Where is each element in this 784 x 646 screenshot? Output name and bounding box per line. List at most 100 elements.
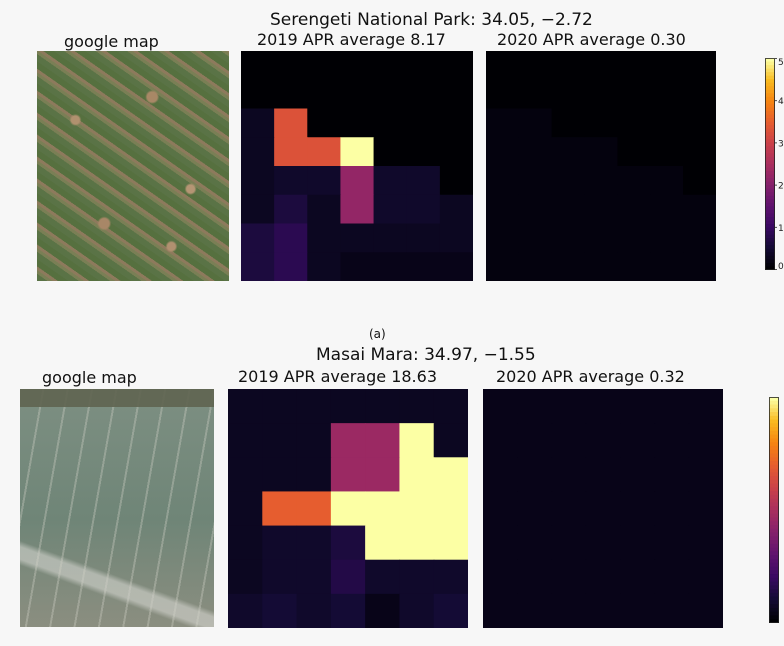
heatmap-cell bbox=[650, 137, 684, 167]
colorbar-segment bbox=[769, 491, 779, 496]
colorbar-segment bbox=[769, 494, 779, 500]
heatmap-cell bbox=[517, 525, 553, 561]
heatmap-cell bbox=[585, 423, 621, 458]
heatmap-cell bbox=[654, 457, 690, 493]
heatmap-cell bbox=[650, 51, 684, 81]
heatmap-cell bbox=[486, 79, 520, 110]
heatmap-cell bbox=[486, 223, 520, 253]
colorbar-segment bbox=[769, 517, 779, 522]
heatmap-cell bbox=[296, 457, 332, 493]
heatmap-cell bbox=[399, 423, 435, 458]
colorbar-segment bbox=[765, 174, 775, 179]
heatmap-cell bbox=[439, 223, 473, 253]
heatmap-serengeti-2019 bbox=[241, 51, 473, 281]
colorbar-segment bbox=[769, 487, 779, 492]
colorbar-segment bbox=[769, 611, 779, 617]
heatmap-cell bbox=[584, 166, 619, 196]
colorbar-segment bbox=[765, 195, 775, 200]
heatmap-cell bbox=[617, 166, 651, 196]
colorbar-segment bbox=[769, 528, 779, 534]
heatmap-cell bbox=[296, 525, 332, 561]
heatmap-cell bbox=[340, 223, 375, 253]
heatmap-cell bbox=[399, 593, 435, 628]
heatmap-cell bbox=[483, 423, 518, 458]
panel-b-2019-label: 2019 APR average 18.63 bbox=[238, 367, 437, 386]
heatmap-cell bbox=[517, 389, 553, 424]
heatmap-cell bbox=[551, 525, 587, 561]
heatmap-cell bbox=[365, 593, 401, 628]
colorbar-segment bbox=[765, 118, 775, 123]
colorbar-segment bbox=[765, 185, 775, 190]
heatmap-cell bbox=[307, 223, 342, 253]
colorbar-segment bbox=[769, 400, 779, 406]
heatmap-cell bbox=[517, 491, 553, 527]
colorbar-segment bbox=[765, 93, 775, 98]
heatmap-cell bbox=[486, 166, 520, 196]
colorbar-segment bbox=[765, 142, 775, 147]
panel-a-title: Serengeti National Park: 34.05, −2.72 bbox=[270, 10, 593, 30]
heatmap-cell bbox=[620, 491, 656, 527]
heatmap-cell bbox=[399, 559, 435, 595]
heatmap-cell bbox=[274, 194, 308, 225]
heatmap-cell bbox=[518, 223, 553, 253]
colorbar-tick-label: 1 bbox=[778, 224, 784, 234]
colorbar-border bbox=[769, 397, 779, 623]
satellite-image-masai-mara bbox=[20, 389, 214, 627]
heatmap-cell bbox=[262, 491, 298, 527]
heatmap-cell bbox=[518, 166, 553, 196]
heatmap-cell bbox=[399, 389, 435, 424]
colorbar-segment bbox=[769, 423, 779, 428]
heatmap-cell bbox=[486, 137, 520, 167]
heatmap-cell bbox=[330, 593, 366, 628]
colorbar-segment bbox=[769, 464, 779, 470]
heatmap-cell bbox=[584, 79, 619, 110]
heatmap-cell bbox=[683, 79, 716, 110]
heatmap-cell bbox=[228, 525, 263, 561]
colorbar-segment bbox=[769, 581, 779, 586]
colorbar-segment bbox=[769, 442, 779, 447]
heatmap-cell bbox=[406, 51, 441, 81]
heatmap-cell bbox=[617, 194, 651, 225]
heatmap-cell bbox=[228, 559, 263, 595]
heatmap-cell bbox=[340, 194, 375, 225]
heatmap-cell bbox=[551, 252, 586, 281]
panel-b-title: Masai Mara: 34.97, −1.55 bbox=[316, 345, 536, 365]
heatmap-cell bbox=[406, 252, 441, 281]
colorbar-segment bbox=[765, 220, 775, 225]
heatmap-cell bbox=[650, 79, 684, 110]
colorbar-segment bbox=[765, 206, 775, 211]
heatmap-cell bbox=[683, 108, 716, 138]
colorbar-segment bbox=[769, 430, 779, 436]
heatmap-cell bbox=[584, 51, 619, 81]
heatmap-cell bbox=[373, 223, 408, 253]
heatmap-cell bbox=[307, 166, 342, 196]
colorbar-segment bbox=[769, 483, 779, 488]
colorbar-segment bbox=[765, 82, 775, 87]
heatmap-cell bbox=[296, 423, 332, 458]
heatmap-cell bbox=[307, 252, 342, 281]
heatmap-cell bbox=[654, 559, 690, 595]
colorbar-segment bbox=[769, 404, 779, 409]
heatmap-cell bbox=[307, 137, 342, 167]
heatmap-cell bbox=[307, 194, 342, 225]
heatmap-cell bbox=[688, 559, 723, 595]
heatmap-cell bbox=[433, 389, 468, 424]
heatmap-cell bbox=[439, 166, 473, 196]
colorbar-segment bbox=[765, 171, 775, 176]
heatmap-cell bbox=[617, 108, 651, 138]
heatmap-cell bbox=[241, 79, 275, 110]
heatmap-cell bbox=[483, 491, 518, 527]
colorbar-segment bbox=[769, 397, 779, 402]
heatmap-cell bbox=[654, 491, 690, 527]
colorbar-segment bbox=[769, 476, 779, 481]
heatmap-cell bbox=[585, 593, 621, 628]
heatmap-cell bbox=[433, 423, 468, 458]
heatmap-cell bbox=[486, 252, 520, 281]
heatmap-cell bbox=[688, 525, 723, 561]
heatmap-cell bbox=[518, 108, 553, 138]
heatmap-cell bbox=[340, 79, 375, 110]
heatmap-cell bbox=[330, 457, 366, 493]
heatmap-cell bbox=[439, 51, 473, 81]
colorbar-segment bbox=[765, 259, 775, 264]
heatmap-cell bbox=[551, 593, 587, 628]
